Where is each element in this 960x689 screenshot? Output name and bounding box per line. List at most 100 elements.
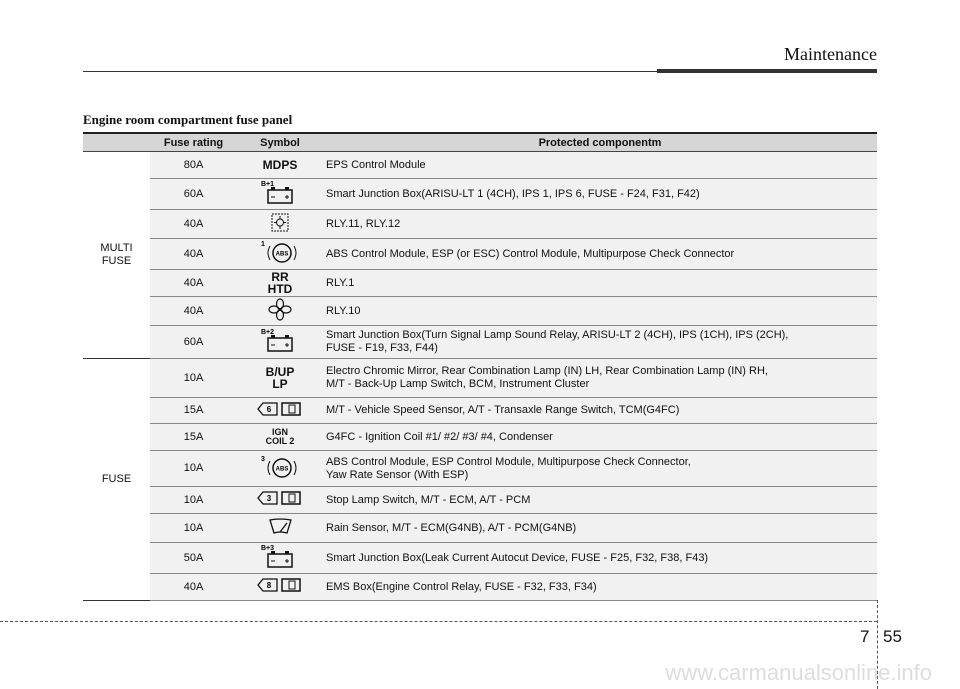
- fuse-icon: 3: [257, 491, 301, 505]
- component-cell: Smart Junction Box(Turn Signal Lamp Soun…: [323, 325, 877, 359]
- table-row: 40A 1 ABS ABS Control Module, ESP (or ESC) …: [83, 238, 877, 270]
- table-row: 40A 8 EMS Box(Engine Control Relay, FUSE -…: [83, 573, 877, 601]
- rating-cell: 10A: [150, 486, 237, 514]
- rating-cell: 40A: [150, 269, 237, 297]
- symbol-text: 8: [267, 581, 272, 590]
- symbol-cell: IGN COIL 2: [237, 423, 323, 451]
- table-row: MULTI FUSE 80A MDPS EPS Control Module: [83, 151, 877, 359]
- chapter-number: 7: [860, 627, 870, 646]
- component-cell: Smart Junction Box(ARISU-LT 1 (4CH), IPS…: [323, 178, 877, 210]
- symbol-text: ABS: [276, 252, 289, 258]
- table-row: FUSE 10A B/UP LP Electro Chromic Mirror, Re…: [83, 358, 877, 601]
- battery-icon: B+2: [261, 329, 293, 352]
- symbol-cell: 8: [237, 573, 323, 601]
- rating-cell: 40A: [150, 296, 237, 326]
- symbol-cell: 3: [237, 486, 323, 514]
- rating-cell: 40A: [150, 573, 237, 601]
- symbol-cell: 3 ABS: [237, 450, 323, 487]
- symbol-cell: B+3: [237, 542, 323, 574]
- header-cell: Fuse rating: [150, 132, 237, 152]
- component-cell: ABS Control Module, ESP (or ESC) Control…: [323, 238, 877, 270]
- abs-icon: 3 ABS: [261, 456, 297, 478]
- wiper-icon: [269, 518, 292, 534]
- component-cell: G4FC - Ignition Coil #1/ #2/ #3/ #4, Con…: [323, 423, 877, 451]
- rating-cell: 15A: [150, 397, 237, 424]
- header-cell: Protected componentm: [323, 132, 877, 152]
- header-row: Fuse rating Symbol Protected componentm: [83, 132, 877, 152]
- table-row: 10A 3 Stop Lamp Switch, M/T - ECM, A/T - P…: [83, 486, 877, 514]
- component-cell: Stop Lamp Switch, M/T - ECM, A/T - PCM: [323, 486, 877, 514]
- rating-cell: 40A: [150, 209, 237, 239]
- fuse-icon: 8: [257, 578, 301, 592]
- table-row: 60A B+2 Smart Junction Box(Turn Signal Lam…: [83, 325, 877, 359]
- footer-divider: [877, 600, 878, 689]
- table-row: 50A B+3 Smart Junction Box(Leak Current Au…: [83, 542, 877, 574]
- component-cell: M/T - Vehicle Speed Sensor, A/T - Transa…: [323, 397, 877, 424]
- symbol-text: 6: [267, 405, 272, 414]
- group-cell: MULTI FUSE: [83, 151, 150, 359]
- abs-icon: 1 ABS: [261, 241, 297, 263]
- rating-cell: 60A: [150, 178, 237, 210]
- rating-cell: 15A: [150, 423, 237, 451]
- symbol-cell: B+2: [237, 325, 323, 359]
- symbol-text: B/UP LP: [265, 365, 295, 391]
- section-title: Maintenance: [784, 44, 877, 64]
- battery-icon: B+3: [261, 545, 293, 568]
- rating-cell: 10A: [150, 358, 237, 398]
- symbol-cell: 1 ABS: [237, 238, 323, 270]
- header-rule: [83, 71, 657, 72]
- page-number: 55: [883, 627, 902, 646]
- symbol-text: B+3: [261, 545, 274, 552]
- symbol-text: 1: [261, 241, 265, 248]
- footer-rule: [0, 621, 877, 622]
- fuse-icon: 6: [257, 401, 301, 416]
- table-row: 60A B+1 Smart Junction Box(ARISU-LT 1 (4CH…: [83, 178, 877, 210]
- component-cell: EMS Box(Engine Control Relay, FUSE - F32…: [323, 573, 877, 601]
- relay-icon: [271, 213, 289, 232]
- component-cell: Electro Chromic Mirror, Rear Combination…: [323, 358, 877, 398]
- component-cell: RLY.10: [323, 296, 877, 326]
- symbol-cell: B/UP LP: [237, 358, 323, 398]
- symbol-text: 3: [261, 456, 265, 463]
- symbol-cell: [237, 296, 323, 326]
- symbol-cell: MDPS: [237, 151, 323, 179]
- rating-cell: 50A: [150, 542, 237, 574]
- fan-icon: [268, 298, 292, 321]
- group-cell: FUSE: [83, 358, 150, 601]
- symbol-text: RR HTD: [267, 270, 293, 296]
- component-cell: Rain Sensor, M/T - ECM(G4NB), A/T - PCM(…: [323, 513, 877, 543]
- table-title: Engine room compartment fuse panel: [83, 112, 293, 127]
- symbol-cell: RR HTD: [237, 269, 323, 297]
- header-cell: Symbol: [237, 132, 323, 152]
- table-row: 40A RLY.11, RLY.12: [83, 209, 877, 239]
- table-row: 15A IGN COIL 2 G4FC - Ignition Coil #1/ #2…: [83, 423, 877, 451]
- table-row: 10A Rain Sensor, M/T - ECM(G4NB), A/T - P…: [83, 513, 877, 543]
- table-row: 10A 3 ABS ABS Control Module, ESP Control M…: [83, 450, 877, 487]
- fuse-table: Fuse rating Symbol Protected componentm …: [83, 132, 877, 601]
- rating-cell: 40A: [150, 238, 237, 270]
- table-row: 40A RLY.10: [83, 296, 877, 326]
- symbol-cell: [237, 209, 323, 239]
- symbol-text: B+2: [261, 329, 274, 336]
- rating-cell: 10A: [150, 513, 237, 543]
- symbol-cell: 6: [237, 397, 323, 424]
- battery-icon: B+1: [261, 181, 293, 204]
- rating-cell: 80A: [150, 151, 237, 179]
- table-row: 40A RR HTD RLY.1: [83, 269, 877, 297]
- symbol-text: IGN COIL 2: [265, 427, 295, 446]
- symbol-text: 3: [267, 494, 272, 503]
- symbol-cell: [237, 513, 323, 543]
- symbol-text: B+1: [261, 181, 274, 188]
- table-row: 15A 6 M/T - Vehicle Speed Sensor, A/T - Tr…: [83, 397, 877, 424]
- component-cell: EPS Control Module: [323, 151, 877, 179]
- header-cell: [83, 132, 150, 152]
- component-cell: ABS Control Module, ESP Control Module, …: [323, 450, 877, 487]
- rating-cell: 60A: [150, 325, 237, 359]
- header-bar: [657, 69, 877, 73]
- component-cell: RLY.11, RLY.12: [323, 209, 877, 239]
- rating-cell: 10A: [150, 450, 237, 487]
- component-cell: RLY.1: [323, 269, 877, 297]
- symbol-cell: B+1: [237, 178, 323, 210]
- symbol-text: ABS: [276, 466, 289, 472]
